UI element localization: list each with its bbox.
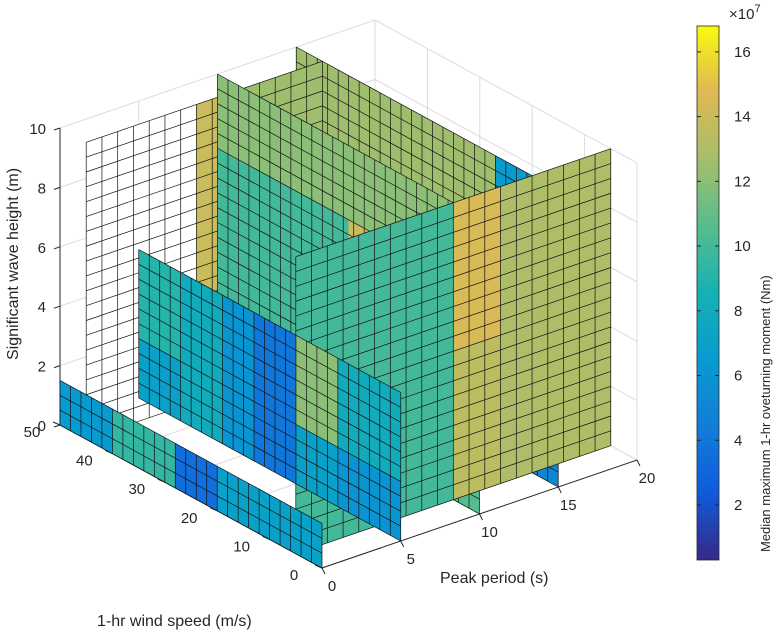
colorbar-tick-label: 6 [734,368,742,385]
slice-cell [296,47,428,193]
colorbar-tick-label: 14 [734,109,751,126]
mesh-line [59,424,323,569]
y-tick-label: 20 [181,510,198,527]
mesh-line [295,445,611,555]
mesh-line [295,192,611,302]
colorbar-tick-label: 12 [734,173,751,190]
y-axis-label: 1-hr wind speed (m/s) [97,613,252,630]
colorbar-exponent-power: 7 [754,3,760,15]
mesh-line [59,394,323,539]
mesh-line [217,73,480,218]
slice-plane-x-0 [59,380,323,569]
z-tick-label: 6 [38,240,46,257]
z-tick-label: 8 [38,180,46,197]
colorbar-ticks: 2 4 6 8 10 12 14 16 [697,44,751,514]
colorbar-tick-label: 16 [734,44,751,61]
x-tick-label: 15 [560,497,577,514]
slice-planes [59,46,612,569]
mesh-line [296,46,559,191]
z-tick-mark [53,305,61,309]
mesh-line [59,380,323,524]
mesh-line [138,278,401,423]
slice-cell [60,380,113,454]
z-axis-label: Significant wave height (m) [5,168,22,360]
mesh-line [295,237,611,347]
colorbar-label: Median maximum 1-hr oveturning moment (N… [758,275,773,552]
mesh-line [138,293,401,438]
colorbar-tick-label: 2 [734,497,742,514]
z-tick-mark [53,424,61,428]
slice-plane-x-5 [138,249,402,542]
slice-cell [217,74,349,220]
colorbar-tick-label: 4 [734,432,742,449]
mesh-line [138,308,401,453]
y-tick-label: 0 [290,567,298,584]
mesh-line [295,163,611,272]
mesh-line [86,60,323,143]
z-tick-label: 10 [29,121,46,138]
mesh-line [138,382,401,527]
mesh-line [296,61,559,206]
colorbar-tick-label: 8 [734,303,742,320]
colorbar-gradient [696,25,720,561]
mesh-line [138,338,401,482]
mesh-line [295,178,611,287]
mesh-line [295,148,611,258]
mesh-line [217,88,480,233]
z-tick-label: 4 [38,299,46,316]
x-tick-mark [636,459,641,467]
mesh-line [138,264,401,408]
z-tick-label: 0 [38,418,46,435]
grid-line [374,19,638,164]
x-tick-mark [479,513,483,521]
mesh-line [138,353,401,497]
x-tick-label: 10 [481,524,498,541]
colorbar-tick-label: 10 [734,238,751,255]
mesh-line [295,207,611,317]
y-tick-label: 50 [24,424,41,441]
mesh-line [138,367,401,512]
x-tick-mark [400,540,405,548]
x-tick-label: 20 [639,470,656,487]
x-tick-label: 5 [407,551,415,568]
y-tick-label: 10 [233,538,250,555]
y-tick-mark [52,421,61,426]
x-tick-mark [321,567,326,575]
mesh-line [59,409,323,554]
z-tick-mark [53,365,61,369]
y-tick-label: 40 [76,453,93,470]
x-tick-label: 0 [328,578,336,595]
x-tick-mark [557,486,562,494]
colorbar-exponent: ×107 [729,3,761,23]
mesh-line [138,323,401,468]
y-tick-label: 30 [128,481,145,498]
x-axis-label: Peak period (s) [440,570,549,587]
colorbar-exponent-base: ×10 [729,6,754,23]
mesh-line [295,430,611,540]
colorbar: 2 4 6 8 10 12 14 16 ×107 Median maximum 1-hr ov… [696,3,773,561]
mesh-line [86,90,323,173]
slice-plane-y-5 [295,148,612,555]
mesh-line [295,222,611,332]
z-tick-mark [53,186,61,190]
z-tick-mark [53,246,61,250]
mesh-line [295,252,611,361]
mesh-line [138,397,401,542]
z-tick-label: 2 [38,359,46,376]
z-tick-mark [53,127,61,131]
mesh-line [86,75,323,158]
mesh-line [138,249,401,393]
mesh-line [295,267,611,376]
